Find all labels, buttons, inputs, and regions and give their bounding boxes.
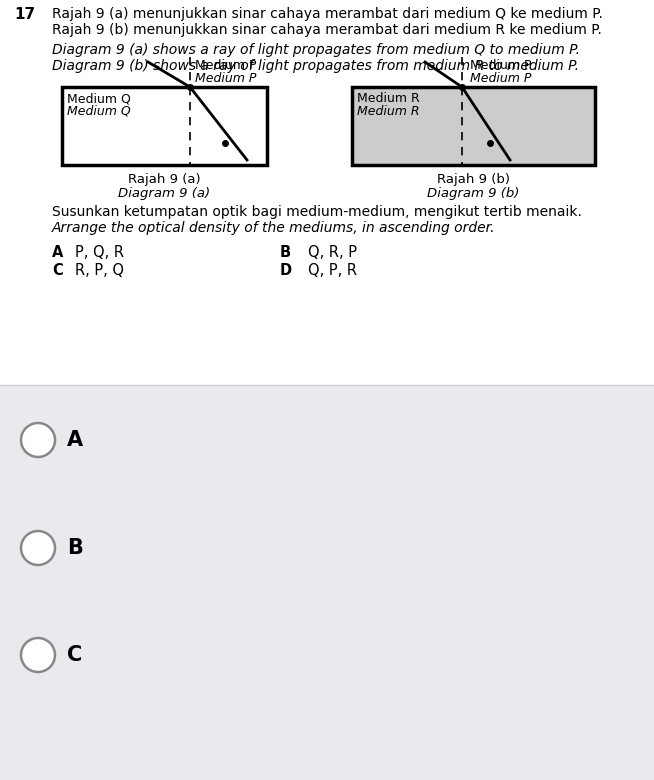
- Text: Medium R: Medium R: [357, 92, 420, 105]
- Text: A: A: [67, 430, 83, 450]
- Text: Medium P: Medium P: [470, 59, 532, 72]
- Text: Diagram 9 (b) shows a ray of light propagates from medium R to medium P.: Diagram 9 (b) shows a ray of light propa…: [52, 59, 579, 73]
- Circle shape: [21, 423, 55, 457]
- Text: 17: 17: [14, 7, 35, 22]
- Text: Medium P: Medium P: [195, 72, 256, 85]
- Text: R, P, Q: R, P, Q: [75, 263, 124, 278]
- Text: Q, R, P: Q, R, P: [308, 245, 357, 260]
- Text: A: A: [52, 245, 63, 260]
- Text: C: C: [52, 263, 63, 278]
- Text: P, Q, R: P, Q, R: [75, 245, 124, 260]
- Text: Rajah 9 (a): Rajah 9 (a): [128, 173, 201, 186]
- Text: Diagram 9 (a): Diagram 9 (a): [118, 187, 211, 200]
- Circle shape: [21, 638, 55, 672]
- Text: Diagram 9 (b): Diagram 9 (b): [427, 187, 520, 200]
- Text: Medium R: Medium R: [357, 105, 419, 118]
- Bar: [62, 87, 267, 165]
- Bar: [352, 87, 595, 165]
- Text: Q, P, R: Q, P, R: [308, 263, 357, 278]
- Text: Rajah 9 (a) menunjukkan sinar cahaya merambat dari medium Q ke medium P.: Rajah 9 (a) menunjukkan sinar cahaya mer…: [52, 7, 603, 21]
- Text: Diagram 9 (a) shows a ray of light propagates from medium Q to medium P.: Diagram 9 (a) shows a ray of light propa…: [52, 43, 580, 57]
- Circle shape: [21, 531, 55, 565]
- Text: Rajah 9 (b): Rajah 9 (b): [437, 173, 510, 186]
- Text: Medium P: Medium P: [195, 59, 256, 72]
- Bar: [0, 0, 654, 385]
- Text: Medium Q: Medium Q: [67, 105, 131, 118]
- Text: Susunkan ketumpatan optik bagi medium-medium, mengikut tertib menaik.: Susunkan ketumpatan optik bagi medium-me…: [52, 205, 582, 219]
- Text: Arrange the optical density of the mediums, in ascending order.: Arrange the optical density of the mediu…: [52, 221, 496, 235]
- Text: B: B: [67, 538, 83, 558]
- Text: B: B: [280, 245, 291, 260]
- Text: Rajah 9 (b) menunjukkan sinar cahaya merambat dari medium R ke medium P.: Rajah 9 (b) menunjukkan sinar cahaya mer…: [52, 23, 602, 37]
- Text: Medium P: Medium P: [470, 72, 531, 85]
- Text: D: D: [280, 263, 292, 278]
- Text: C: C: [67, 645, 82, 665]
- Text: Medium Q: Medium Q: [67, 92, 131, 105]
